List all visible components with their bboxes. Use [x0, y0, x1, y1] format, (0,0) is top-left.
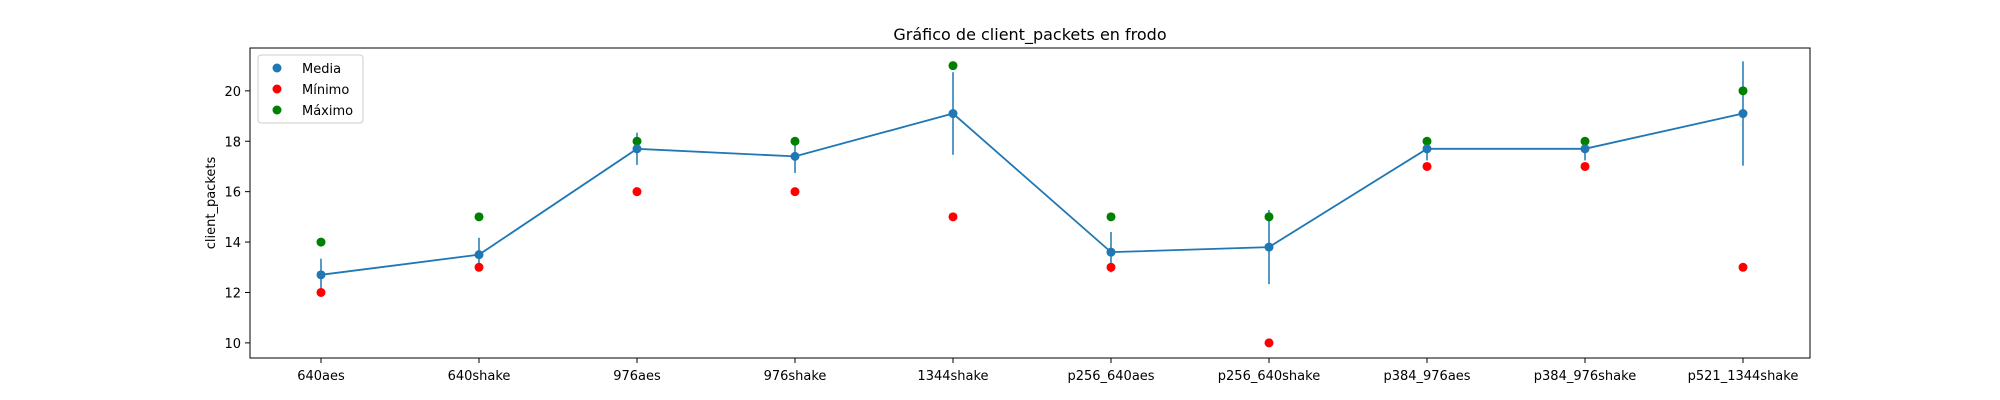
media-point	[316, 270, 326, 280]
y-tick-label: 16	[224, 186, 241, 201]
media-point	[632, 144, 642, 154]
y-tick-label: 20	[224, 85, 241, 100]
legend-label: Máximo	[302, 104, 353, 119]
y-tick-label: 18	[224, 135, 241, 150]
legend-marker	[272, 105, 282, 115]
x-tick-label: p521_1344shake	[1688, 369, 1799, 384]
minimo-point	[632, 187, 642, 197]
minimo-point	[1580, 161, 1590, 171]
minimo-point	[1264, 338, 1274, 348]
media-point	[1106, 247, 1116, 257]
media-point	[1580, 144, 1590, 154]
maximo-point	[1580, 136, 1590, 146]
maximo-point	[1264, 212, 1274, 222]
chart-title: Gráfico de client_packets en frodo	[893, 25, 1166, 45]
minimo-point	[1422, 161, 1432, 171]
legend-label: Mínimo	[302, 83, 349, 98]
minimo-point	[948, 212, 958, 222]
maximo-point	[1738, 86, 1748, 96]
media-line-group	[320, 112, 1744, 276]
media-point	[1738, 109, 1748, 119]
legend-box	[257, 54, 364, 124]
media-point	[790, 151, 800, 161]
minimo-point	[1106, 262, 1116, 272]
media-line	[320, 112, 1744, 276]
y-axis: 10 12 14 16 18 20	[224, 85, 250, 352]
maximo-point	[632, 136, 642, 146]
x-tick-label: 640shake	[448, 369, 511, 384]
minimo-point	[1738, 262, 1748, 272]
legend-marker	[272, 63, 282, 73]
legend-label: Media	[302, 62, 341, 77]
y-axis-label: client_packets	[204, 157, 219, 250]
x-axis: 640aes 640shake 976aes 976shake 1344shake p25…	[297, 358, 1798, 384]
y-tick-label: 10	[224, 337, 241, 352]
y-tick-label: 14	[224, 236, 241, 251]
x-tick-label: 640aes	[297, 369, 345, 384]
x-tick-label: p256_640shake	[1218, 369, 1320, 384]
x-tick-label: p384_976aes	[1383, 369, 1470, 384]
x-tick-label: 976shake	[764, 369, 827, 384]
media-point	[948, 109, 958, 119]
minimo-point	[316, 287, 326, 297]
points-group	[316, 61, 1748, 348]
maximo-point	[1422, 136, 1432, 146]
minimo-point	[474, 262, 484, 272]
plot-frame	[249, 47, 1811, 359]
minimo-point	[790, 187, 800, 197]
legend-marker	[272, 84, 282, 94]
media-point	[1422, 144, 1432, 154]
error-bars	[320, 61, 1744, 291]
y-tick-label: 12	[224, 286, 241, 301]
maximo-point	[948, 61, 958, 71]
maximo-point	[790, 136, 800, 146]
maximo-point	[316, 237, 326, 247]
x-tick-label: p256_640aes	[1067, 369, 1154, 384]
x-tick-label: 976aes	[613, 369, 661, 384]
media-point	[474, 250, 484, 260]
legend: Media Mínimo Máximo	[257, 54, 364, 124]
media-point	[1264, 242, 1274, 252]
x-tick-label: 1344shake	[917, 369, 988, 384]
maximo-point	[1106, 212, 1116, 222]
x-tick-label: p384_976shake	[1534, 369, 1636, 384]
maximo-point	[474, 212, 484, 222]
